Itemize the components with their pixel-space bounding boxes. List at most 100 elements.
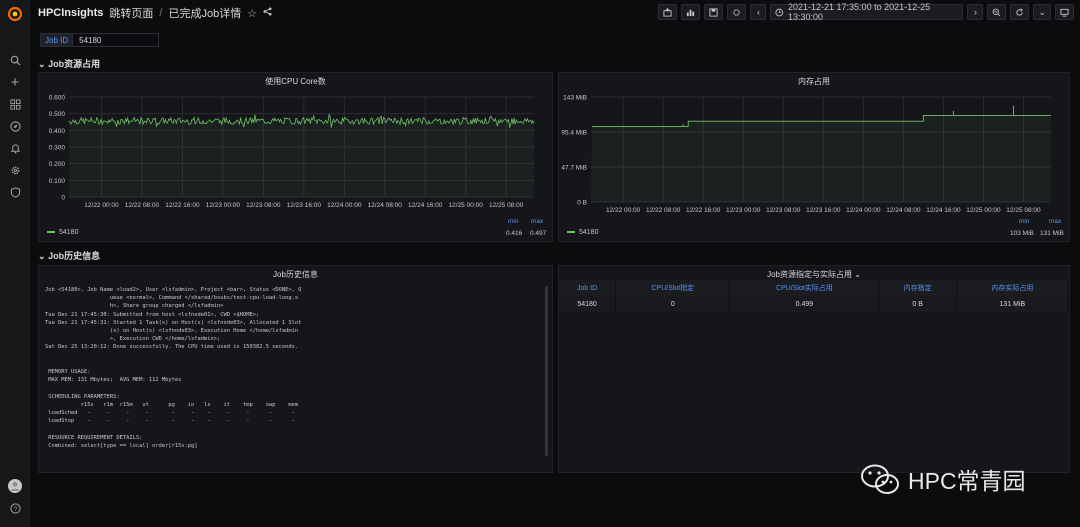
shield-icon[interactable] xyxy=(7,184,23,200)
y-tick-label: 0.300 xyxy=(49,145,66,152)
cpu-panel-title[interactable]: 使用CPU Core数 xyxy=(265,77,326,86)
table-panel: Job资源指定与实际占用 ⌄ Job ID CPU/Slot指定 CPU/Slo… xyxy=(558,265,1070,473)
cpu-chart[interactable]: 0.600 0.500 0.400 0.300 0.200 0.100 0 12/22 00:… xyxy=(39,87,554,237)
table-panel-title-text: Job资源指定与实际占用 xyxy=(767,270,852,279)
plus-icon[interactable]: + xyxy=(10,73,20,91)
toolbar: ‹ 2021-12-21 17:35:00 to 2021-12-25 13:3… xyxy=(658,2,1074,22)
th-job-id[interactable]: Job ID xyxy=(559,280,617,296)
x-tick-label: 12/22 08:00 xyxy=(646,207,681,214)
settings-button[interactable] xyxy=(727,4,747,20)
section-history-title: Job历史信息 xyxy=(48,251,101,261)
memory-min-header: min xyxy=(1019,218,1030,225)
chevron-down-icon: ⌄ xyxy=(38,59,46,69)
bar-chart-icon xyxy=(687,9,695,16)
save-icon xyxy=(709,7,719,17)
explore-icon[interactable] xyxy=(7,118,23,134)
zoom-out-button[interactable] xyxy=(987,4,1007,20)
section-resources[interactable]: ⌄ Job资源占用 xyxy=(38,57,100,70)
dashboard-settings-bar-button[interactable] xyxy=(681,4,701,20)
cpu-max-value: 0.497 xyxy=(530,230,547,237)
x-tick-label: 12/24 16:00 xyxy=(408,202,443,209)
memory-legend[interactable]: 54180 xyxy=(567,229,598,236)
chevron-left-icon: ‹ xyxy=(756,7,760,17)
th-mem-actual[interactable]: 内存实际占用 xyxy=(956,280,1070,296)
x-tick-label: 12/25 08:00 xyxy=(1006,207,1041,214)
log-scrollbar[interactable] xyxy=(545,286,548,456)
section-history[interactable]: ⌄ Job历史信息 xyxy=(38,249,100,262)
gear-icon[interactable] xyxy=(7,162,23,178)
y-tick-label: 0.500 xyxy=(49,111,66,118)
grafana-logo-icon[interactable] xyxy=(7,6,23,22)
watermark-text: HPC常青园 xyxy=(908,468,1026,494)
th-mem-spec[interactable]: 内存指定 xyxy=(878,280,957,296)
log-text[interactable]: Job <54180>, Job Name <load2>, User <lsf… xyxy=(45,287,302,449)
refresh-interval-dropdown[interactable]: ⌄ xyxy=(1033,4,1051,20)
memory-panel-title[interactable]: 内存占用 xyxy=(798,77,830,86)
table-panel-title[interactable]: Job资源指定与实际占用 ⌄ xyxy=(559,269,1069,280)
breadcrumb-separator: / xyxy=(159,7,163,19)
gear-icon xyxy=(733,8,741,16)
y-tick-label: 0 xyxy=(61,195,65,202)
breadcrumb: HPCInsights 跳转页面 / 已完成Job详情 ☆ xyxy=(38,5,272,21)
add-panel-icon xyxy=(663,7,673,17)
log-panel-title[interactable]: Job历史信息 xyxy=(273,270,318,279)
x-tick-label: 12/22 00:00 xyxy=(84,202,119,209)
chevron-down-icon: ⌄ xyxy=(1038,6,1046,17)
x-tick-label: 12/25 00:00 xyxy=(449,202,484,209)
breadcrumb-parent[interactable]: 跳转页面 xyxy=(109,8,154,20)
y-tick-label: 0.100 xyxy=(49,178,66,185)
add-panel-button[interactable] xyxy=(658,4,678,20)
y-tick-label: 0.400 xyxy=(49,128,66,135)
save-button[interactable] xyxy=(704,4,724,20)
memory-panel: 内存占用 143 MiB 95.4 MiB 47.7 MiB 0 B 12/22 00:… xyxy=(558,72,1070,242)
x-tick-label: 12/24 08:00 xyxy=(886,207,921,214)
monitor-icon xyxy=(1060,8,1069,17)
y-tick-label: 95.4 MiB xyxy=(561,129,587,136)
svg-text:?: ? xyxy=(13,505,17,512)
refresh-icon xyxy=(1016,7,1024,16)
y-tick-label: 143 MiB xyxy=(563,95,587,102)
sidebar: + ? xyxy=(0,0,30,527)
x-tick-label: 12/24 00:00 xyxy=(327,202,362,209)
legend-swatch xyxy=(567,231,575,234)
memory-series-line xyxy=(591,114,1051,127)
x-tick-label: 12/22 08:00 xyxy=(125,202,160,209)
clock-icon xyxy=(775,8,784,16)
memory-chart[interactable]: 143 MiB 95.4 MiB 47.7 MiB 0 B 12/22 00:00 12/… xyxy=(559,87,1071,237)
tv-mode-button[interactable] xyxy=(1055,4,1074,20)
th-cpu-slot-spec[interactable]: CPU/Slot指定 xyxy=(615,280,731,296)
legend-swatch xyxy=(47,231,55,234)
cell-mem-spec: 0 B xyxy=(878,296,957,312)
y-tick-label: 0.600 xyxy=(49,95,66,102)
top-bar: HPCInsights 跳转页面 / 已完成Job详情 ☆ ‹ 2021-12-… xyxy=(30,0,1080,26)
time-back-button[interactable]: ‹ xyxy=(750,4,767,20)
memory-legend-label: 54180 xyxy=(579,229,599,236)
watermark: HPC常青园 xyxy=(860,462,1026,496)
cpu-min-value: 0.416 xyxy=(506,230,523,237)
cpu-panel: 使用CPU Core数 0.600 0.500 0.400 0.300 0.200 0.1… xyxy=(38,72,553,242)
zoom-out-icon xyxy=(993,8,1001,16)
chevron-down-icon: ⌄ xyxy=(38,251,46,261)
job-id-input[interactable]: 54180 xyxy=(73,33,160,47)
th-cpu-slot-actual[interactable]: CPU/Slot实际占用 xyxy=(729,280,880,296)
refresh-button[interactable] xyxy=(1010,4,1030,20)
cpu-legend[interactable]: 54180 xyxy=(47,229,78,236)
app-name[interactable]: HPCInsights xyxy=(38,7,104,19)
page-title[interactable]: 已完成Job详情 xyxy=(168,8,242,20)
help-icon[interactable]: ? xyxy=(7,500,23,516)
star-icon[interactable]: ☆ xyxy=(247,7,258,20)
search-icon[interactable] xyxy=(7,52,23,68)
dashboards-icon[interactable] xyxy=(7,96,23,112)
time-forward-button[interactable]: › xyxy=(967,4,984,20)
log-panel: Job历史信息 Job <54180>, Job Name <load2>, U… xyxy=(38,265,553,473)
x-tick-label: 12/23 08:00 xyxy=(246,202,281,209)
memory-min-value: 103 MiB xyxy=(1010,230,1034,237)
avatar[interactable] xyxy=(7,478,23,494)
x-tick-label: 12/24 16:00 xyxy=(926,207,961,214)
time-range-picker[interactable]: 2021-12-21 17:35:00 to 2021-12-25 13:30:… xyxy=(770,2,964,22)
x-tick-label: 12/23 08:00 xyxy=(766,207,801,214)
share-icon[interactable] xyxy=(263,7,272,19)
x-tick-label: 12/23 00:00 xyxy=(206,202,241,209)
bell-icon[interactable] xyxy=(7,140,23,156)
cpu-min-header: min xyxy=(508,218,519,225)
